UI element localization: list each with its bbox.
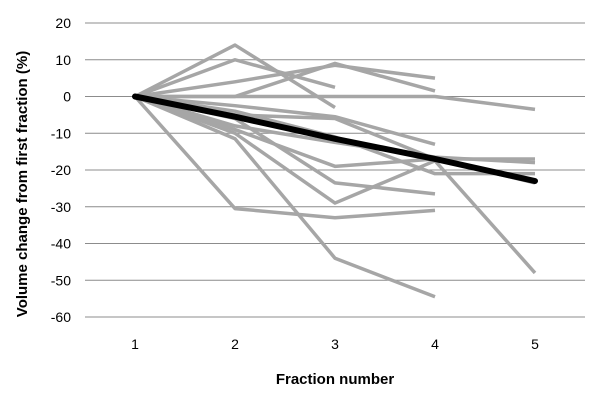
x-tick-label: 3	[331, 336, 339, 352]
gridlines	[85, 22, 585, 318]
y-tick-label: 0	[63, 89, 71, 105]
patient-series-line	[134, 94, 537, 275]
y-tick-label: 20	[55, 15, 71, 31]
y-tick-label: -30	[51, 199, 71, 215]
x-tick-label: 2	[231, 336, 239, 352]
patient-series-line	[135, 94, 536, 112]
mean-series-line	[132, 93, 538, 185]
patient-series-line	[133, 95, 436, 220]
x-axis-label: Fraction number	[276, 371, 395, 388]
y-tick-label: -60	[51, 309, 71, 325]
patient-series-line	[134, 63, 436, 99]
patient-series-line	[134, 43, 336, 110]
patient-series-group	[133, 43, 537, 299]
y-tick-label: 10	[55, 52, 71, 68]
y-axis-tick-labels: 20 10 0 -10 -20 -30 -40 -50 -60	[51, 15, 71, 325]
x-tick-label: 1	[131, 336, 139, 352]
x-axis-tick-labels: 1 2 3 4 5	[131, 336, 539, 352]
x-tick-label: 5	[531, 336, 539, 352]
patient-series-line	[134, 94, 436, 299]
patient-series-line	[134, 94, 436, 146]
patient-series-line	[134, 58, 336, 99]
y-tick-label: -20	[51, 162, 71, 178]
y-tick-label: -50	[51, 272, 71, 288]
patient-series-line	[134, 94, 535, 169]
y-tick-label: -40	[51, 236, 71, 252]
y-axis-label: Volume change from first fraction (%)	[14, 51, 31, 317]
y-tick-label: -10	[51, 125, 71, 141]
x-tick-label: 4	[431, 336, 439, 352]
mean-series-group	[132, 93, 538, 185]
